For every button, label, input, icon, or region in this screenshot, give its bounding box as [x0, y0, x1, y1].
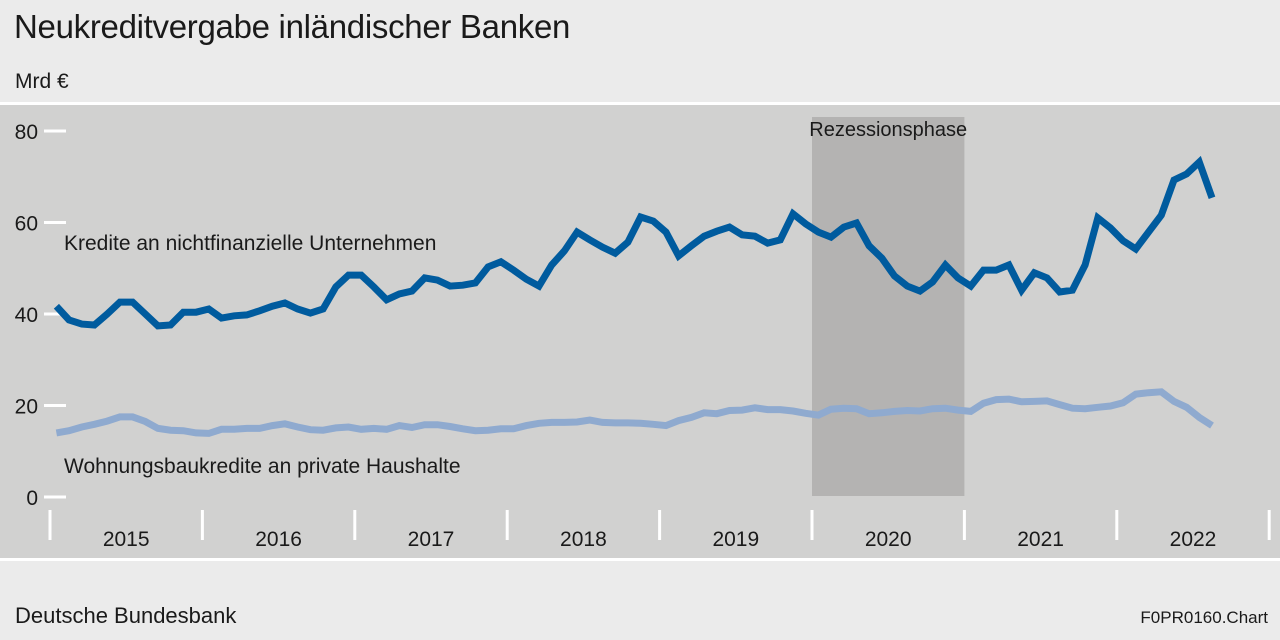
x-tick-label: 2016 [255, 528, 302, 551]
plot-panel [0, 105, 1280, 558]
series-line-haushalte [55, 388, 1214, 437]
x-tick-label: 2021 [1017, 528, 1064, 551]
x-tick-label: 2018 [560, 528, 607, 551]
series-line-unternehmen [53, 155, 1216, 330]
x-tick-label: 2022 [1170, 528, 1217, 551]
chart-code: F0PR0160.Chart [1140, 608, 1268, 627]
x-tick-label: 2017 [408, 528, 455, 551]
y-tick-label: 60 [15, 213, 38, 236]
x-tick-label: 2020 [865, 528, 912, 551]
series-label: Wohnungsbaukredite an private Haushalte [64, 455, 461, 478]
unit-label: Mrd € [15, 70, 69, 93]
recession-band [812, 117, 965, 496]
series-label: Kredite an nichtfinanzielle Unternehmen [64, 232, 436, 255]
recession-label: Rezessionsphase [809, 119, 967, 141]
source-label: Deutsche Bundesbank [15, 603, 237, 628]
x-tick-label: 2019 [712, 528, 759, 551]
chart-title: Neukreditvergabe inländischer Banken [14, 8, 571, 45]
y-tick-label: 80 [15, 121, 38, 144]
y-tick-label: 20 [15, 396, 38, 419]
panel-border-bottom [0, 558, 1280, 561]
x-tick-label: 2015 [103, 528, 150, 551]
y-tick-label: 40 [15, 304, 38, 327]
y-tick-label: 0 [26, 487, 38, 510]
panel-border-top [0, 102, 1280, 105]
